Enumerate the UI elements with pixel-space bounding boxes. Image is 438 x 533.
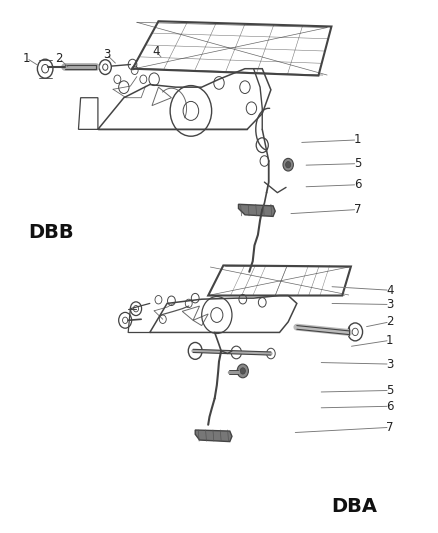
Circle shape [237, 364, 248, 378]
Text: DBB: DBB [29, 223, 74, 242]
Text: 4: 4 [386, 284, 394, 297]
Polygon shape [238, 204, 275, 216]
Text: 2: 2 [386, 316, 394, 328]
Text: 3: 3 [386, 358, 393, 370]
Text: 3: 3 [386, 298, 393, 311]
Text: 1: 1 [23, 52, 30, 64]
Text: 4: 4 [152, 45, 160, 58]
Text: 7: 7 [353, 203, 361, 216]
Text: 3: 3 [103, 48, 110, 61]
Polygon shape [195, 430, 232, 442]
Circle shape [283, 158, 293, 171]
Circle shape [286, 161, 291, 168]
Circle shape [240, 368, 245, 374]
Text: 6: 6 [386, 400, 394, 413]
Text: 6: 6 [353, 178, 361, 191]
Text: 1: 1 [386, 334, 394, 347]
Text: 2: 2 [55, 52, 63, 64]
Text: DBA: DBA [332, 497, 378, 516]
Text: 5: 5 [354, 157, 361, 170]
Text: 7: 7 [386, 421, 394, 434]
Text: 1: 1 [353, 133, 361, 147]
Text: 5: 5 [386, 384, 393, 397]
